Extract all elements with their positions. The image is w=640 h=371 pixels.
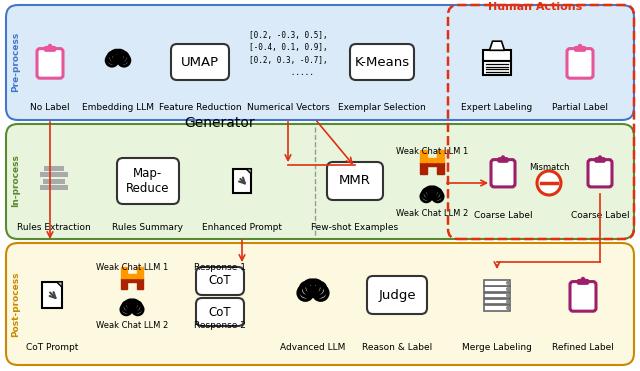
FancyBboxPatch shape <box>171 44 229 80</box>
FancyBboxPatch shape <box>484 305 510 311</box>
Circle shape <box>582 278 584 280</box>
Polygon shape <box>121 267 127 278</box>
Text: Embedding LLM: Embedding LLM <box>82 104 154 112</box>
Circle shape <box>507 282 509 284</box>
Circle shape <box>507 300 509 303</box>
FancyBboxPatch shape <box>483 61 511 75</box>
FancyBboxPatch shape <box>484 293 510 298</box>
FancyBboxPatch shape <box>40 172 68 177</box>
FancyBboxPatch shape <box>37 49 63 78</box>
Polygon shape <box>427 162 437 166</box>
Text: Response 2: Response 2 <box>194 322 246 331</box>
Polygon shape <box>137 267 143 278</box>
Text: Partial Label: Partial Label <box>552 104 608 112</box>
FancyBboxPatch shape <box>6 124 634 239</box>
Text: Human Actions: Human Actions <box>488 2 582 12</box>
Polygon shape <box>427 158 437 162</box>
FancyBboxPatch shape <box>491 160 515 187</box>
Text: Weak Chat LLM 1: Weak Chat LLM 1 <box>396 148 468 157</box>
Text: Few-shot Examples: Few-shot Examples <box>312 223 399 233</box>
Text: Merge Labeling: Merge Labeling <box>462 344 532 352</box>
Text: Rules Extraction: Rules Extraction <box>17 223 91 233</box>
FancyBboxPatch shape <box>567 49 593 78</box>
FancyBboxPatch shape <box>575 47 586 51</box>
Text: Post-process: Post-process <box>12 271 20 337</box>
Text: CoT: CoT <box>209 305 231 318</box>
Polygon shape <box>437 162 444 174</box>
Circle shape <box>579 45 582 47</box>
Polygon shape <box>437 150 444 162</box>
Polygon shape <box>127 278 137 282</box>
FancyBboxPatch shape <box>484 299 510 305</box>
FancyBboxPatch shape <box>40 185 68 190</box>
Text: Rules Summary: Rules Summary <box>113 223 184 233</box>
Text: Map-
Reduce: Map- Reduce <box>126 167 170 196</box>
Text: Response 1: Response 1 <box>194 263 246 273</box>
FancyBboxPatch shape <box>44 47 56 51</box>
FancyBboxPatch shape <box>233 169 252 193</box>
FancyBboxPatch shape <box>42 282 62 308</box>
Text: Weak Chat LLM 1: Weak Chat LLM 1 <box>96 263 168 273</box>
FancyBboxPatch shape <box>6 243 634 365</box>
Polygon shape <box>56 282 62 288</box>
FancyBboxPatch shape <box>570 282 596 311</box>
FancyBboxPatch shape <box>367 276 427 314</box>
Polygon shape <box>490 41 504 50</box>
FancyBboxPatch shape <box>484 286 510 292</box>
FancyBboxPatch shape <box>484 280 510 286</box>
Text: Reason & Label: Reason & Label <box>362 344 432 352</box>
Text: [0.2, -0.3, 0.5],
[-0.4, 0.1, 0.9],
[0.2, 0.3, -0.7],
      .....: [0.2, -0.3, 0.5], [-0.4, 0.1, 0.9], [0.2… <box>249 31 327 77</box>
Polygon shape <box>420 150 427 162</box>
Text: In-process: In-process <box>12 155 20 207</box>
Text: MMR: MMR <box>339 174 371 187</box>
Text: Mismatch: Mismatch <box>529 162 569 171</box>
FancyBboxPatch shape <box>43 179 65 184</box>
FancyBboxPatch shape <box>588 160 612 187</box>
Circle shape <box>537 171 561 195</box>
Text: Exemplar Selection: Exemplar Selection <box>338 104 426 112</box>
FancyBboxPatch shape <box>350 44 414 80</box>
FancyBboxPatch shape <box>327 162 383 200</box>
Text: Refined Label: Refined Label <box>552 344 614 352</box>
Text: CoT: CoT <box>209 275 231 288</box>
FancyBboxPatch shape <box>577 280 589 284</box>
FancyBboxPatch shape <box>117 158 179 204</box>
Text: Weak Chat LLM 2: Weak Chat LLM 2 <box>96 321 168 329</box>
Circle shape <box>507 306 509 309</box>
Text: Pre-process: Pre-process <box>12 32 20 92</box>
Circle shape <box>507 294 509 297</box>
FancyBboxPatch shape <box>6 5 634 120</box>
Text: Weak Chat LLM 2: Weak Chat LLM 2 <box>396 209 468 217</box>
Text: Advanced LLM: Advanced LLM <box>280 344 346 352</box>
Text: UMAP: UMAP <box>181 56 219 69</box>
FancyBboxPatch shape <box>196 298 244 326</box>
Circle shape <box>598 156 602 159</box>
Text: K-Means: K-Means <box>355 56 410 69</box>
Text: Coarse Label: Coarse Label <box>474 210 532 220</box>
FancyBboxPatch shape <box>483 50 511 61</box>
FancyBboxPatch shape <box>196 267 244 295</box>
Text: Coarse Label: Coarse Label <box>571 210 629 220</box>
Circle shape <box>49 45 51 47</box>
FancyBboxPatch shape <box>44 166 64 171</box>
Circle shape <box>502 156 504 159</box>
Polygon shape <box>127 274 137 278</box>
Polygon shape <box>121 278 127 289</box>
Text: CoT Prompt: CoT Prompt <box>26 344 78 352</box>
Circle shape <box>507 288 509 290</box>
Text: Feature Reduction: Feature Reduction <box>159 104 241 112</box>
Polygon shape <box>246 169 252 174</box>
FancyBboxPatch shape <box>595 158 605 162</box>
Text: Generator: Generator <box>185 116 255 130</box>
Text: Numerical Vectors: Numerical Vectors <box>246 104 330 112</box>
Text: Expert Labeling: Expert Labeling <box>461 104 532 112</box>
Polygon shape <box>420 162 427 174</box>
Text: Enhanced Prompt: Enhanced Prompt <box>202 223 282 233</box>
Polygon shape <box>137 278 143 289</box>
Text: No Label: No Label <box>30 104 70 112</box>
FancyBboxPatch shape <box>498 158 508 162</box>
Text: Judge: Judge <box>378 289 416 302</box>
